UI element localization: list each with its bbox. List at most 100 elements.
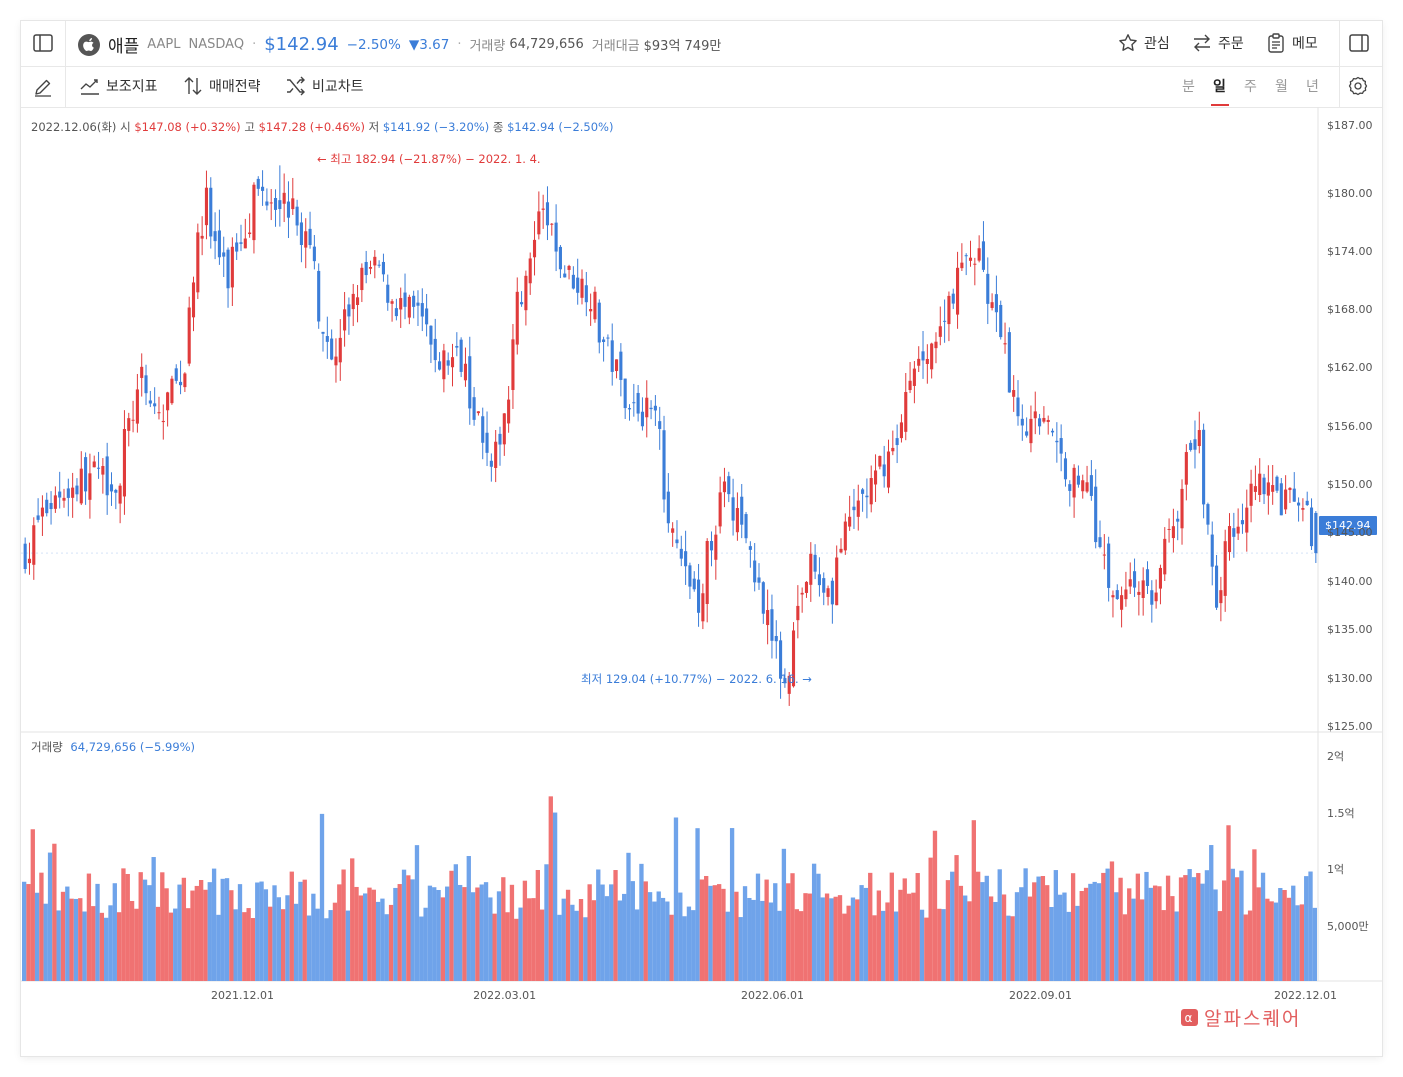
volume-bar: [1278, 888, 1283, 981]
volume-bar: [958, 885, 964, 981]
volume-axis-label: 1억: [1327, 863, 1345, 876]
compare-button[interactable]: 비교차트: [286, 76, 364, 96]
volume-bar: [1269, 901, 1274, 981]
candle: [1115, 590, 1119, 600]
volume-bar: [881, 910, 886, 981]
candle: [956, 267, 960, 315]
candle: [286, 201, 291, 218]
volume-axis-label: 1.5억: [1327, 806, 1355, 820]
volume-bar: [1045, 885, 1050, 981]
candle: [338, 337, 342, 363]
volume-bar: [121, 868, 126, 981]
volume-value: 64,729,656: [509, 37, 584, 52]
volume-bar: [915, 873, 920, 981]
volume-bar: [1092, 881, 1097, 981]
panel-toggle-icon[interactable]: [1349, 34, 1369, 52]
candle: [545, 202, 550, 226]
volume-bar: [660, 897, 666, 981]
volume-bar: [846, 905, 851, 981]
candle: [1033, 411, 1037, 419]
volume-bar: [203, 889, 208, 981]
candle: [1288, 487, 1292, 491]
gear-icon[interactable]: [1348, 76, 1368, 96]
volume-bar: [906, 893, 912, 981]
candle: [757, 577, 761, 583]
open-value: $147.08 (+0.32%): [134, 120, 241, 134]
candle: [830, 580, 834, 605]
candle: [179, 381, 183, 386]
pencil-icon[interactable]: [33, 77, 53, 97]
timeframe-month[interactable]: 월: [1275, 79, 1288, 95]
volume-bar: [928, 857, 933, 981]
stock-exchange: NASDAQ: [188, 37, 245, 52]
candle: [66, 488, 70, 498]
candle: [1206, 504, 1210, 525]
price-axis-label: $130.00: [1327, 671, 1373, 685]
volume-bar: [1291, 885, 1296, 981]
candle: [144, 375, 148, 394]
timeframe-day[interactable]: 일: [1213, 79, 1226, 95]
candle: [589, 309, 593, 312]
watch-button[interactable]: 관심: [1118, 33, 1170, 53]
candle: [1029, 418, 1033, 444]
volume-bar: [837, 895, 843, 981]
volume-bar: [1209, 845, 1214, 981]
candle: [1314, 512, 1318, 554]
price-axis-label: $156.00: [1327, 419, 1373, 433]
volume-bar: [1075, 905, 1080, 981]
order-button[interactable]: 주문: [1192, 33, 1244, 53]
candle: [839, 548, 843, 553]
candle: [1102, 554, 1106, 556]
memo-button[interactable]: 메모: [1266, 33, 1318, 53]
timeframe-year[interactable]: 년: [1306, 79, 1319, 95]
candle: [606, 337, 610, 339]
volume-bar: [345, 910, 351, 981]
candle: [856, 500, 860, 517]
candle: [386, 284, 390, 303]
price-axis-label: $135.00: [1327, 623, 1373, 637]
volume-bar: [859, 885, 864, 981]
volume-bar: [293, 903, 299, 981]
candle: [1081, 480, 1085, 492]
candle: [390, 301, 394, 304]
candle: [373, 256, 377, 266]
candle: [334, 356, 338, 366]
timeframe-minute[interactable]: 분: [1182, 79, 1195, 95]
low-label: 저: [368, 120, 380, 134]
volume-bar: [984, 875, 989, 981]
volume-bar: [419, 916, 424, 981]
candle: [127, 418, 131, 431]
volume-bar: [738, 917, 743, 981]
volume-bar: [691, 910, 696, 981]
volume-bar: [289, 871, 294, 981]
candle: [312, 246, 316, 262]
sidebar-toggle-icon[interactable]: [33, 34, 53, 52]
price-volume-chart[interactable]: [21, 21, 1382, 1056]
volume-bar: [1256, 887, 1261, 981]
volume-bar: [1200, 883, 1205, 981]
stock-header: 애플 AAPL NASDAQ · $142.94 −2.50% ▼3.67 · …: [21, 21, 1382, 67]
candle: [649, 407, 653, 410]
candle: [265, 201, 269, 206]
timeframe-week[interactable]: 주: [1244, 79, 1257, 95]
volume-bar: [734, 891, 739, 981]
volume-bar: [1265, 898, 1270, 981]
volume-bar: [919, 909, 925, 981]
separator-dot: ·: [252, 37, 257, 52]
volume-bar: [829, 898, 834, 981]
candle: [468, 356, 472, 409]
candle: [230, 246, 234, 288]
candle: [1050, 430, 1055, 433]
candle: [299, 222, 303, 245]
indicators-button[interactable]: 보조지표: [80, 76, 158, 96]
up-down-arrows-icon: [183, 76, 203, 96]
candle: [873, 470, 878, 485]
volume-bar: [1066, 911, 1071, 981]
volume-bar: [363, 893, 368, 981]
volume-bar: [1213, 889, 1218, 981]
candle: [200, 235, 204, 239]
volume-bar: [479, 884, 484, 981]
volume-bar: [716, 884, 722, 981]
strategy-button[interactable]: 매매전략: [183, 76, 261, 96]
candle: [45, 499, 49, 514]
